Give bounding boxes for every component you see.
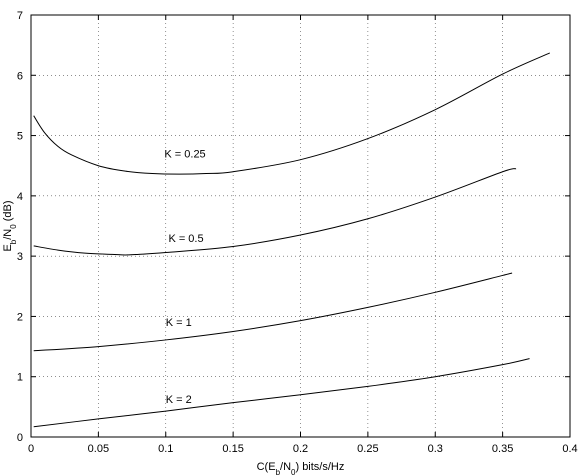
x-tick-label: 0.3	[428, 443, 443, 455]
x-tick-label: 0.05	[88, 443, 109, 455]
series-line-2	[33, 168, 517, 256]
x-tick-label: 0.1	[158, 443, 173, 455]
x-tick-label: 0.35	[492, 443, 513, 455]
series-line-3	[33, 272, 513, 352]
curve-label-2: K = 0.5	[168, 233, 203, 245]
plot-area-frame	[30, 14, 571, 438]
y-tick-label: 7	[17, 10, 23, 22]
y-tick-label: 4	[17, 191, 23, 203]
x-tick-label: 0.2	[293, 443, 308, 455]
y-tick-label: 5	[17, 131, 23, 143]
x-axis-label: C(Eb/N0) bits/s/Hz	[257, 461, 345, 476]
x-tick-label: 0.25	[357, 443, 378, 455]
x-tick-label: 0	[28, 443, 34, 455]
x-tick-label: 0.15	[222, 443, 243, 455]
y-tick-label: 6	[17, 70, 23, 82]
grid	[31, 15, 570, 437]
y-axis-label: Eb/N0 (dB)	[2, 200, 18, 251]
y-tick-label: 3	[17, 251, 23, 263]
x-tick-label: 0.4	[562, 443, 577, 455]
series-line-4	[33, 358, 530, 428]
series-group	[33, 52, 550, 428]
y-tick-label: 1	[17, 372, 23, 384]
curve-labels: K = 0.25 K = 0.5 K = 1 K = 2	[164, 149, 205, 406]
y-tick-label: 0	[17, 432, 23, 444]
y-tick-label: 2	[17, 311, 23, 323]
series-line-1	[33, 52, 550, 175]
curve-label-4: K = 2	[166, 394, 192, 406]
curve-label-3: K = 1	[166, 317, 192, 329]
axis-ticks: 0 0.05 0.1 0.15 0.2 0.25 0.3 0.35 0.4 0 1 2 3 4 5 6 7	[17, 10, 578, 455]
curve-label-1: K = 0.25	[164, 149, 205, 161]
